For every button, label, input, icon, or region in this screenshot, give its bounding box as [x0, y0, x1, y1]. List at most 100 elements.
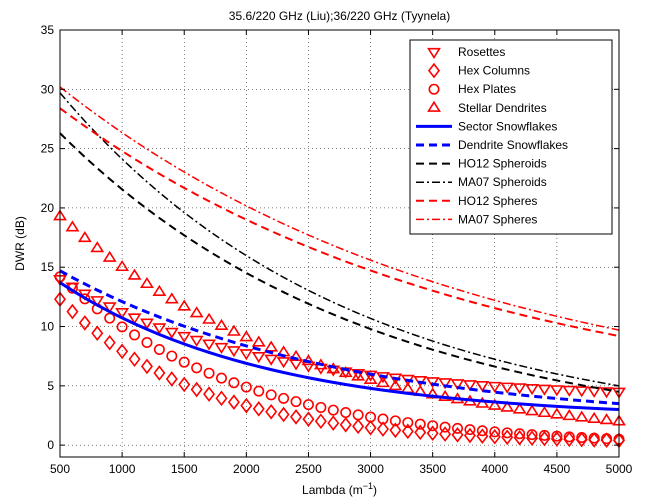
- data-point: [116, 321, 128, 333]
- legend-label: MA07 Spheres: [458, 212, 537, 226]
- data-point: [351, 369, 366, 381]
- data-point: [203, 367, 215, 379]
- series-hex-plates: [54, 271, 625, 445]
- data-point: [574, 386, 589, 398]
- data-point: [128, 351, 141, 367]
- data-point: [178, 356, 190, 368]
- data-point: [550, 431, 563, 447]
- data-point: [116, 343, 129, 360]
- data-point: [588, 432, 600, 444]
- x-tick-label: 4000: [481, 462, 508, 476]
- x-axis-label-end: ): [373, 483, 377, 497]
- data-point: [202, 312, 217, 324]
- data-point: [104, 312, 116, 324]
- data-point: [512, 383, 527, 395]
- data-point: [140, 276, 154, 289]
- legend-item: MA07 Spheroids: [416, 175, 547, 189]
- data-point: [251, 335, 266, 347]
- x-tick-label: 4500: [544, 462, 571, 476]
- data-point: [526, 430, 539, 447]
- legend-item: MA07 Spheres: [416, 212, 537, 226]
- data-point: [376, 421, 389, 437]
- data-point: [90, 241, 105, 253]
- series-line: [59, 92, 620, 387]
- data-point: [513, 429, 526, 446]
- data-point: [153, 365, 166, 381]
- legend-item: HO12 Spheres: [416, 194, 537, 208]
- data-point: [413, 375, 428, 388]
- data-point: [501, 427, 513, 439]
- series-ma07-spheres: [59, 86, 620, 331]
- data-point: [538, 430, 551, 447]
- legend-marker: [427, 62, 441, 79]
- data-point: [551, 430, 563, 442]
- data-point: [203, 386, 216, 402]
- data-point: [438, 378, 453, 390]
- legend-label: Rosettes: [458, 45, 505, 59]
- x-axis-label-main: Lambda (m: [302, 483, 363, 497]
- data-point: [439, 426, 452, 442]
- legend-label: MA07 Spheroids: [458, 175, 547, 189]
- data-point: [214, 342, 229, 355]
- data-point: [190, 381, 203, 398]
- data-point: [340, 407, 352, 419]
- data-point: [489, 426, 501, 438]
- data-point: [314, 413, 327, 430]
- data-point: [103, 334, 116, 351]
- legend-label: Stellar Dendrites: [458, 101, 547, 115]
- series-ma07-spheroids: [59, 92, 620, 387]
- data-point: [388, 379, 403, 391]
- data-point: [364, 419, 377, 436]
- data-point: [227, 394, 240, 410]
- x-tick-label: 1500: [171, 462, 198, 476]
- legend-label: Sector Snowflakes: [458, 119, 557, 133]
- series-line: [59, 269, 620, 406]
- data-point: [276, 357, 291, 369]
- data-point: [239, 349, 254, 361]
- data-point: [587, 411, 602, 423]
- data-point: [514, 428, 526, 440]
- axis-ticks: 500 1000 1500 2000 2500 3000 3500 4000 4500 5000 0…: [41, 23, 633, 476]
- data-point: [189, 306, 204, 318]
- data-point: [464, 424, 476, 436]
- data-point: [214, 318, 229, 330]
- y-tick-label: 35: [41, 23, 55, 37]
- x-tick-label: 3500: [419, 462, 446, 476]
- data-point: [77, 231, 92, 243]
- legend-item: Stellar Dendrites: [427, 100, 547, 115]
- data-point: [501, 429, 514, 446]
- data-point: [177, 331, 192, 344]
- data-point: [251, 351, 266, 364]
- data-point: [487, 398, 502, 410]
- data-point: [500, 382, 515, 394]
- data-point: [563, 431, 575, 443]
- data-point: [327, 404, 339, 416]
- data-point: [576, 432, 588, 444]
- data-point: [129, 329, 141, 341]
- data-point: [487, 381, 502, 393]
- data-point: [302, 411, 315, 427]
- data-point: [339, 416, 352, 433]
- data-point: [90, 296, 105, 308]
- data-point: [439, 421, 451, 433]
- data-point: [537, 405, 552, 418]
- legend-label: Hex Columns: [458, 64, 530, 78]
- data-point: [315, 401, 327, 413]
- data-point: [66, 303, 79, 320]
- data-point: [91, 325, 104, 342]
- data-point: [401, 423, 414, 440]
- data-point: [240, 397, 253, 414]
- series-line: [59, 281, 620, 412]
- data-point: [363, 372, 378, 384]
- data-point: [127, 268, 142, 280]
- data-point: [549, 385, 564, 397]
- legend-item: Hex Columns: [427, 62, 530, 79]
- data-point: [252, 401, 265, 417]
- series-line: [59, 86, 620, 331]
- data-point: [102, 302, 117, 314]
- legend-label: HO12 Spheres: [458, 194, 537, 208]
- data-point: [290, 396, 302, 408]
- legend-item: Dendrite Snowflakes: [416, 138, 568, 152]
- data-point: [462, 380, 477, 392]
